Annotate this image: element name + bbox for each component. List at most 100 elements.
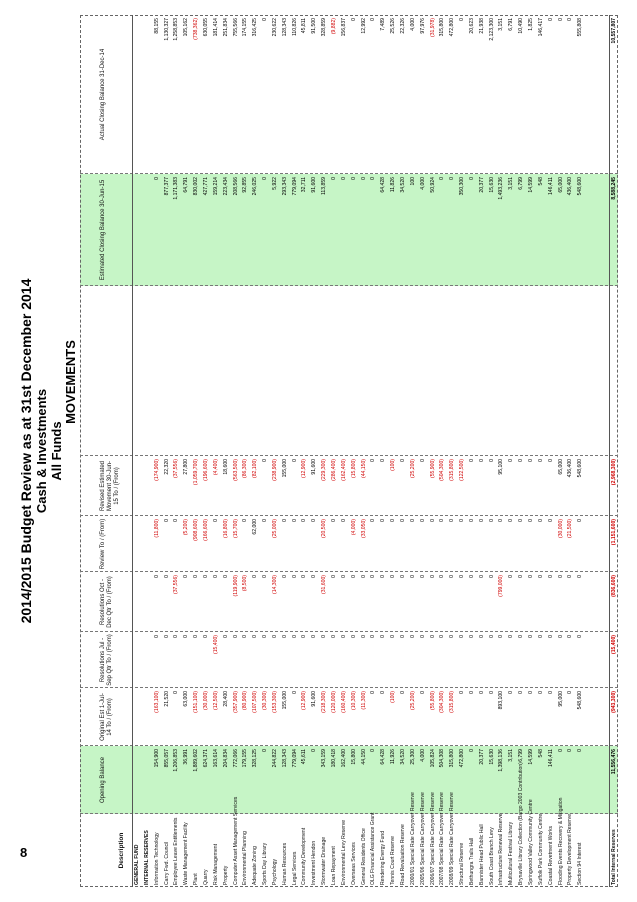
value-cell: 0 — [399, 635, 406, 638]
value-cell: 0 — [429, 635, 436, 638]
value-cell: 350,300 — [459, 177, 466, 196]
value-cell: 113,859 — [321, 177, 328, 196]
value-cell: 877,377 — [163, 177, 170, 196]
value-cell: 0 — [370, 635, 377, 638]
value-cell: 146,411 — [547, 177, 554, 196]
value-cell: 244,822 — [271, 749, 278, 768]
value-cell: (151,100) — [193, 691, 200, 713]
value-cell: 0 — [340, 635, 347, 638]
value-cell: 0 — [419, 691, 426, 694]
value-cell: (738,362) — [193, 18, 200, 40]
header-resolutions-oct-dec: Resolutions Oct - Dec Qtr To / (From) — [100, 576, 113, 628]
value-cell: 0 — [173, 635, 180, 638]
value-cell: 0 — [301, 575, 308, 578]
value-cell: 772,066 — [232, 749, 239, 768]
value-cell: 0 — [528, 519, 534, 522]
row-description: Suffolk Park Community Centre — [537, 813, 544, 885]
value-cell: 0 — [252, 635, 259, 638]
report-title-block: 2014/2015 Budget Review as at 31st Decem… — [18, 15, 64, 887]
value-cell: 0 — [399, 459, 406, 462]
value-cell: 0 — [340, 575, 347, 578]
value-cell: 6,791 — [508, 18, 515, 31]
value-cell: 0 — [537, 635, 544, 638]
row-description: Psychology — [271, 858, 278, 885]
value-cell: 0 — [380, 635, 387, 638]
value-cell: (357,900) — [232, 691, 239, 713]
value-cell: 548,600 — [577, 459, 584, 478]
value-cell: 0 — [262, 177, 269, 180]
value-cell: (4,400) — [212, 459, 219, 476]
total-divider — [609, 15, 610, 887]
value-cell: 0 — [370, 459, 377, 462]
row-description: Environmental Planning — [242, 831, 249, 885]
value-cell: 0 — [567, 635, 574, 638]
value-cell: 22,320 — [163, 459, 170, 475]
value-cell: 0 — [459, 635, 466, 638]
value-cell: 0 — [399, 691, 406, 694]
row-description: Stormwater Drainage — [321, 836, 328, 885]
value-cell: (86,300) — [242, 459, 249, 478]
value-cell: 0 — [449, 519, 456, 522]
value-cell: 2,123,300 — [488, 18, 495, 41]
value-cell: 15,630 — [488, 749, 495, 765]
value-cell: 28,400 — [222, 691, 229, 707]
value-cell: 44,150 — [360, 749, 367, 765]
value-cell: 0 — [380, 519, 387, 522]
value-cell: 32,711 — [301, 177, 308, 193]
value-cell: 0 — [291, 575, 298, 578]
value-cell: (100) — [390, 459, 397, 471]
value-cell: 0 — [183, 575, 190, 578]
value-cell: 0 — [468, 519, 475, 522]
header-description: Description — [118, 832, 125, 869]
value-cell: 25,526 — [390, 18, 397, 34]
value-cell: 0 — [390, 575, 397, 578]
value-cell: 0 — [153, 177, 160, 180]
row-description: Tennis Court Reserve — [390, 836, 397, 885]
value-cell: 0 — [419, 459, 426, 462]
value-cell: 0 — [232, 635, 239, 638]
value-cell: 155,000 — [281, 459, 288, 478]
value-cell: 64,428 — [380, 177, 387, 193]
value-cell: (12,500) — [212, 691, 219, 710]
value-cell: 0 — [281, 635, 288, 638]
value-cell: 315,800 — [449, 749, 456, 768]
value-cell: 0 — [488, 575, 495, 578]
value-cell: 0 — [419, 519, 426, 522]
row-description: Environmental Levy Reserve — [340, 819, 347, 885]
value-cell: 0 — [478, 575, 485, 578]
value-cell: 0 — [390, 635, 397, 638]
value-cell: 0 — [557, 18, 564, 21]
value-cell: 0 — [202, 575, 209, 578]
header-resolutions-jul-sep: Resolutions Jul - Sep Qtr To / (From) — [100, 634, 113, 686]
value-cell: 0 — [163, 519, 170, 522]
value-cell: 0 — [311, 519, 318, 522]
value-cell: (163,100) — [153, 691, 160, 713]
value-cell: 0 — [537, 691, 544, 694]
value-cell: 91,500 — [311, 18, 318, 34]
value-cell: 548,600 — [577, 177, 584, 196]
header-revised-movement: Revised Estimated Movement 30-Jun-15 To … — [100, 460, 120, 512]
value-cell: (799,000) — [498, 575, 505, 597]
value-cell: 0 — [262, 459, 269, 462]
value-cell: (9,882) — [331, 18, 337, 35]
value-cell: 0 — [488, 519, 495, 522]
value-cell: 779,094 — [291, 749, 298, 768]
row-description: OLG Financial Assistance Grant — [370, 812, 377, 885]
value-cell: 0 — [281, 575, 288, 578]
value-cell: (315,800) — [449, 691, 456, 713]
value-cell: 630,055 — [202, 18, 209, 37]
row-description: Infrastructure Renewal Reserve — [498, 813, 505, 885]
value-cell: 0 — [163, 635, 170, 638]
row-description: Adequate Zoning — [252, 846, 259, 885]
value-cell: 0 — [518, 519, 525, 522]
value-cell: (160,400) — [340, 691, 347, 713]
value-cell: 18,600 — [222, 459, 229, 475]
value-cell: 855,057 — [163, 749, 170, 768]
value-cell: 0 — [537, 575, 544, 578]
value-cell: 0 — [449, 575, 456, 578]
value-cell: 0 — [409, 575, 416, 578]
value-cell: 779,094 — [291, 177, 298, 196]
row-description: Overseas Services — [350, 842, 357, 885]
value-cell: 0 — [528, 575, 534, 578]
value-cell: 0 — [193, 635, 200, 638]
